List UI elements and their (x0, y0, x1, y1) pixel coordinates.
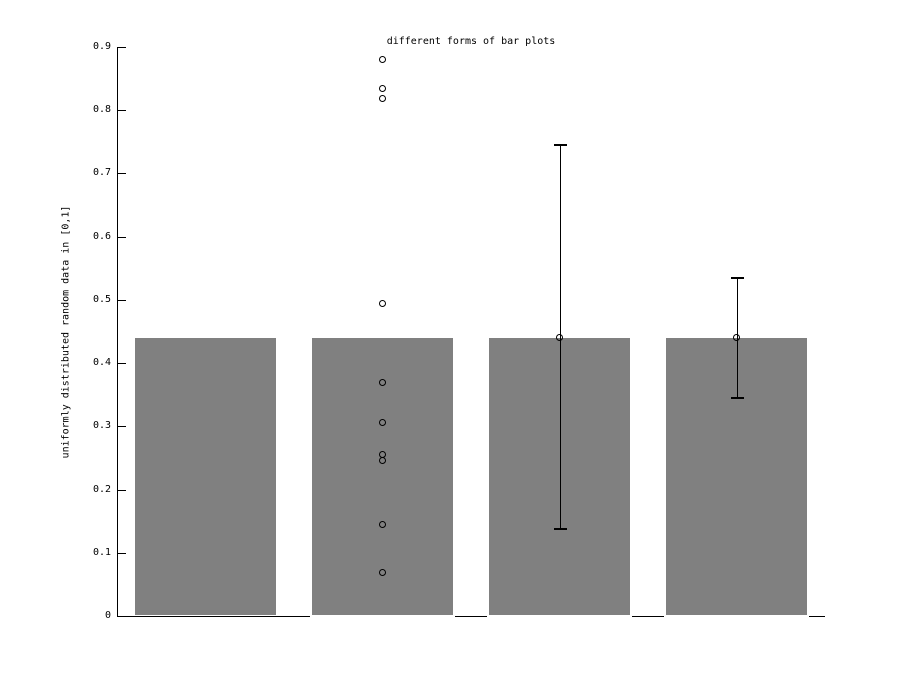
bar (665, 337, 808, 615)
scatter-point-marker (379, 55, 386, 63)
scatter-point-marker (379, 419, 386, 427)
mean-marker (556, 334, 563, 342)
y-tick-label: 0.1 (92, 546, 111, 558)
y-tick-label: 0.4 (92, 357, 111, 369)
bar (488, 337, 631, 615)
scatter-point-marker (379, 568, 386, 576)
y-tick-mark (118, 363, 126, 365)
errorbar-bottom-cap (730, 396, 744, 399)
y-tick-mark (118, 426, 126, 428)
y-tick-mark (118, 236, 126, 238)
y-tick-label: 0.8 (92, 104, 111, 116)
y-axis-label: uniformly distributed random data in [0,… (60, 205, 72, 459)
y-tick-label: 0.5 (92, 293, 111, 305)
y-tick-mark (118, 489, 126, 491)
scatter-point-marker (379, 299, 386, 307)
y-tick-label: 0.9 (92, 41, 111, 52)
errorbar-bottom-cap (553, 528, 567, 531)
y-tick-label: 0.7 (92, 167, 111, 179)
bar (134, 337, 277, 615)
scatter-point-marker (379, 456, 386, 464)
y-tick-label: 0 (104, 610, 111, 621)
y-tick-mark (118, 299, 126, 301)
chart-title: different forms of bar plots (386, 36, 556, 47)
scatter-point-marker (379, 84, 386, 92)
y-tick-label: 0.3 (92, 420, 111, 432)
scatter-point-marker (379, 521, 386, 529)
x-axis-segment (117, 616, 310, 617)
y-tick-mark (118, 110, 126, 112)
y-axis (117, 47, 118, 617)
mean-marker (733, 334, 740, 342)
x-axis-segment (455, 616, 487, 617)
x-axis-segment (809, 616, 825, 617)
errorbar-top-cap (730, 276, 744, 279)
y-tick-label: 0.6 (92, 230, 111, 242)
scatter-point-marker (379, 94, 386, 102)
x-axis-segment (632, 616, 664, 617)
y-tick-mark (118, 47, 126, 48)
scatter-point-marker (379, 379, 386, 387)
y-tick-mark (118, 552, 126, 554)
y-tick-mark (118, 173, 126, 175)
y-tick-label: 0.2 (92, 483, 111, 495)
errorbar-top-cap (553, 143, 567, 146)
